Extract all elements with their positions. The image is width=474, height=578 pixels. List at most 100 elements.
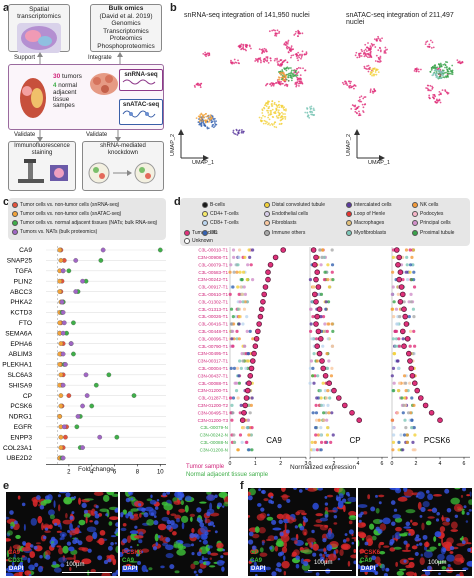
umap-point: [265, 105, 268, 108]
umap-point: [287, 41, 289, 43]
cell-signal: [193, 560, 200, 566]
umap-point: [283, 42, 286, 45]
x-tick-label: 2: [279, 461, 282, 467]
umap-point: [429, 39, 432, 42]
cell-signal: [6, 572, 14, 576]
umap-point: [267, 114, 270, 117]
celltype-point: [229, 263, 233, 267]
celltype-point: [328, 396, 332, 400]
umap-point: [278, 30, 281, 33]
umap-point: [442, 74, 445, 76]
umap-point: [367, 49, 370, 52]
umap-point: [283, 59, 286, 62]
umap-point: [353, 105, 355, 107]
cell-signal: [272, 527, 282, 531]
umap-point: [281, 63, 284, 66]
umap-point: [198, 122, 201, 125]
umap-point: [205, 55, 207, 58]
umap-point: [442, 70, 445, 73]
celltype-point: [312, 381, 316, 385]
nucleus: [44, 495, 50, 500]
cell-signal: [283, 570, 287, 576]
celltype-point: [400, 396, 404, 400]
umap-point: [242, 47, 244, 50]
umap-point: [283, 106, 285, 109]
cell-signal: [98, 537, 105, 546]
tumor-cell-point: [312, 261, 318, 268]
umap-point: [350, 107, 353, 110]
nucleus: [21, 502, 26, 507]
cell-signal: [6, 516, 10, 520]
tumor-cell-point: [400, 328, 406, 335]
fold-change-point: [89, 403, 95, 409]
celltype-point: [330, 248, 334, 252]
nucleus: [319, 556, 325, 562]
umap-point: [246, 44, 249, 47]
umap-point: [426, 84, 429, 87]
cell-signal: [111, 493, 118, 498]
celltype-point: [326, 426, 330, 430]
celltype-point: [237, 248, 242, 252]
umap-point: [271, 103, 273, 105]
cell-signal: [367, 494, 371, 500]
tumor-cell-point: [318, 336, 324, 342]
nucleus: [77, 540, 83, 546]
umap-point: [271, 29, 274, 32]
umap-point: [357, 99, 360, 102]
fold-change-point: [75, 414, 81, 419]
umap-point: [360, 95, 363, 98]
celltype-point: [231, 411, 235, 415]
nucleus: [50, 543, 56, 548]
umap-point: [194, 86, 196, 88]
umap-point: [244, 48, 247, 51]
umap-point: [287, 75, 290, 78]
umap-point: [437, 69, 439, 72]
celltype-point: [319, 292, 324, 296]
umap-point: [269, 59, 272, 62]
umap-point: [369, 45, 372, 48]
cell-signal: [129, 530, 139, 535]
cell-signal: [424, 541, 430, 548]
tumor-cell-point: [401, 343, 407, 349]
nucleus: [403, 540, 408, 545]
umap-point: [286, 42, 289, 45]
umap-point: [265, 56, 268, 58]
umap-point: [233, 132, 236, 135]
umap-point: [361, 50, 364, 53]
umap-point: [273, 122, 276, 125]
celltype-point: [404, 381, 408, 385]
celltype-point: [237, 315, 241, 319]
celltype-point: [315, 418, 319, 422]
nucleus: [405, 521, 411, 527]
umap-point: [446, 92, 449, 95]
legend-dot: [12, 220, 18, 226]
umap-point: [431, 86, 434, 89]
celltype-point: [231, 315, 235, 319]
celltype-point: [235, 337, 239, 341]
umap-point: [263, 107, 266, 110]
celltype-point: [392, 300, 396, 304]
nucleus: [107, 558, 112, 563]
umap-point: [431, 96, 434, 99]
nucleus: [33, 545, 38, 550]
snatac-umap-plot: [341, 35, 464, 117]
umap-point: [268, 105, 271, 108]
umap-point: [299, 82, 301, 85]
umap-point: [439, 77, 442, 80]
nucleus: [390, 500, 396, 505]
celltype-point: [331, 278, 335, 282]
x-tick-label: 4: [439, 461, 442, 467]
umap-point: [203, 113, 206, 116]
celltype-point: [314, 337, 319, 341]
nucleus: [303, 561, 309, 567]
nucleus: [180, 493, 185, 498]
if-micrograph: [6, 492, 118, 576]
umap-point: [267, 103, 269, 106]
umap-point: [356, 56, 359, 59]
tumor-cell-point: [398, 284, 405, 290]
snatac-chromatin-icon: [122, 110, 156, 118]
celltype-point: [411, 248, 416, 252]
nucleus: [419, 542, 423, 546]
cell-signal: [427, 509, 433, 512]
tumor-cell-point: [261, 291, 267, 298]
